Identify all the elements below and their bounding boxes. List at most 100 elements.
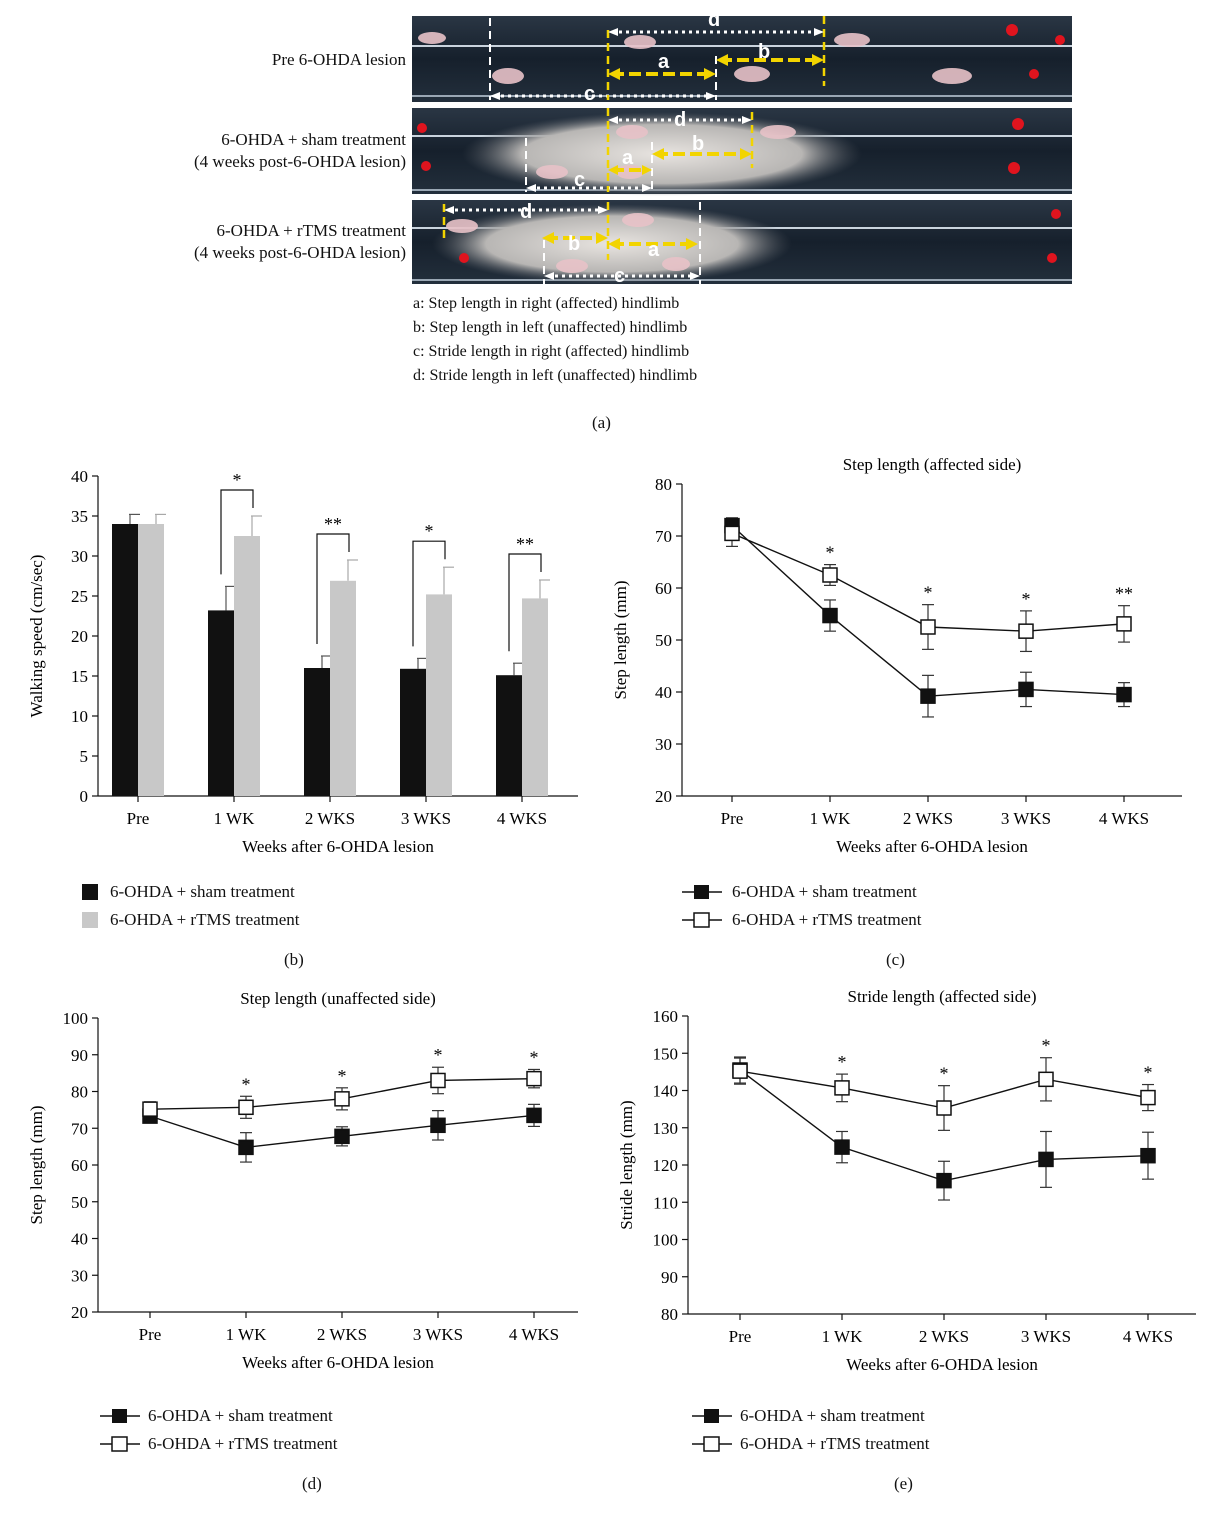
red-marker — [417, 118, 1024, 174]
significance-marker: ** — [324, 514, 342, 534]
data-point-sham — [238, 1139, 254, 1156]
x-tick-label: Pre — [729, 1327, 752, 1346]
data-point-sham — [334, 1128, 350, 1145]
x-tick-label: 3 WKS — [1001, 809, 1051, 828]
bar-rtms — [138, 524, 164, 796]
gait-photo-strips: a b c d — [412, 16, 1072, 284]
significance-bracket — [220, 489, 254, 575]
chart-title: Step length (affected side) — [843, 455, 1022, 474]
y-tick-label: 30 — [71, 1266, 88, 1285]
y-tick-label: 130 — [653, 1119, 679, 1138]
y-tick-label: 50 — [655, 631, 672, 650]
x-tick-label: Pre — [127, 809, 150, 828]
y-tick-label: 25 — [71, 587, 88, 606]
red-marker — [1006, 24, 1065, 79]
row-label-line: 6-OHDA + rTMS treatment — [216, 221, 406, 240]
y-axis-label: Stride length (mm) — [617, 1100, 636, 1229]
panel-a-legend: a: Step length in right (affected) hindl… — [413, 292, 697, 388]
y-axis-label: Walking speed (cm/sec) — [27, 555, 46, 718]
significance-marker: ** — [1115, 584, 1133, 604]
significance-bracket — [412, 540, 446, 647]
row-label-line: 6-OHDA + sham treatment — [221, 130, 406, 149]
significance-marker: * — [530, 1047, 539, 1067]
legend-swatch-rtms — [82, 912, 98, 928]
panel-label-d: (d) — [302, 1474, 322, 1493]
x-tick-label: 1 WK — [810, 809, 851, 828]
data-point-sham — [1140, 1147, 1156, 1164]
y-tick-label: 40 — [71, 467, 88, 486]
y-tick-label: 30 — [655, 735, 672, 754]
y-tick-label: 10 — [71, 707, 88, 726]
y-tick-label: 60 — [655, 579, 672, 598]
legend-label-rtms: 6-OHDA + rTMS treatment — [110, 910, 300, 929]
data-point-rtms — [1038, 1071, 1054, 1088]
y-tick-label: 120 — [653, 1156, 679, 1175]
chart-title: Step length (unaffected side) — [240, 989, 436, 1008]
row-label-line: (4 weeks post-6-OHDA lesion) — [194, 152, 406, 171]
y-tick-label: 5 — [80, 747, 89, 766]
data-point-rtms — [1018, 623, 1034, 639]
x-tick-label: 3 WKS — [413, 1325, 463, 1344]
marker-letter-b: b — [568, 233, 580, 255]
data-point-rtms — [834, 1080, 850, 1096]
data-point-rtms — [142, 1101, 158, 1117]
marker-letter-a: a — [622, 147, 634, 169]
marker-letter-c: c — [574, 169, 585, 191]
legend-line-a: a: Step length in right (affected) hindl… — [413, 295, 680, 312]
data-point-sham — [430, 1117, 446, 1134]
significance-marker: * — [826, 543, 835, 563]
data-point-rtms — [526, 1070, 542, 1087]
x-tick-label: 1 WK — [226, 1325, 267, 1344]
bar-sham — [304, 668, 330, 796]
significance-marker: * — [1022, 589, 1031, 609]
significance-marker: * — [425, 521, 434, 541]
row-label-line: (4 weeks post-6-OHDA lesion) — [194, 243, 406, 262]
marker-letter-b: b — [692, 133, 704, 155]
marker-letter-c: c — [614, 265, 625, 284]
red-marker — [459, 209, 1061, 263]
x-axis-label: Weeks after 6-OHDA lesion — [242, 837, 434, 856]
x-tick-label: 4 WKS — [1123, 1327, 1173, 1346]
significance-bracket — [508, 553, 542, 652]
marker-letter-b: b — [758, 41, 770, 63]
data-point-sham — [822, 607, 838, 624]
chart-stride-length-affected: Stride length (affected side) 80 90 100 110 1… — [617, 987, 1196, 1374]
x-tick-label: 4 WKS — [1099, 809, 1149, 828]
significance-marker: * — [940, 1064, 949, 1084]
legend-line-d: d: Stride length in left (unaffected) hi… — [413, 367, 698, 384]
chart-step-length-unaffected: Step length (unaffected side) 20 30 40 50 60 7… — [27, 989, 578, 1370]
y-tick-label: 40 — [71, 1230, 88, 1249]
bar-rtms — [330, 580, 356, 796]
data-point-sham — [1116, 686, 1132, 703]
bar-rtms — [522, 598, 548, 796]
strip-pre: a b c d — [412, 16, 1072, 105]
data-point-rtms — [936, 1100, 952, 1116]
legend-label-sham: 6-OHDA + sham treatment — [740, 1406, 925, 1425]
significance-marker: * — [924, 583, 933, 603]
significance-marker: ** — [516, 534, 534, 554]
data-point-rtms — [238, 1099, 254, 1116]
y-tick-label: 60 — [71, 1156, 88, 1175]
legend-glyph-rtms — [100, 1436, 140, 1452]
y-tick-label: 110 — [653, 1193, 678, 1212]
row-label-rtms: 6-OHDA + rTMS treatment (4 weeks post-6-… — [194, 220, 406, 264]
y-tick-label: 20 — [71, 627, 88, 646]
significance-bracket — [316, 533, 350, 644]
data-point-rtms — [822, 567, 838, 583]
y-tick-label: 70 — [655, 527, 672, 546]
strip-sham: a b c d — [412, 108, 1072, 196]
strip-rtms: a b c d — [412, 200, 1072, 284]
row-label-pre: Pre 6-OHDA lesion — [272, 49, 406, 71]
legend-glyph-rtms — [692, 1436, 732, 1452]
marker-letter-d: d — [674, 109, 686, 131]
legend-glyph-sham — [692, 1409, 732, 1423]
marker-letter-d: d — [520, 201, 532, 223]
y-axis-label: Step length (mm) — [611, 581, 630, 700]
bar-sham — [400, 668, 426, 796]
marker-letter-c: c — [584, 83, 595, 105]
x-tick-label: 2 WKS — [903, 809, 953, 828]
significance-marker: * — [1144, 1063, 1153, 1083]
y-tick-label: 20 — [71, 1303, 88, 1322]
y-tick-label: 140 — [653, 1082, 679, 1101]
panel-label-c: (c) — [886, 950, 905, 969]
